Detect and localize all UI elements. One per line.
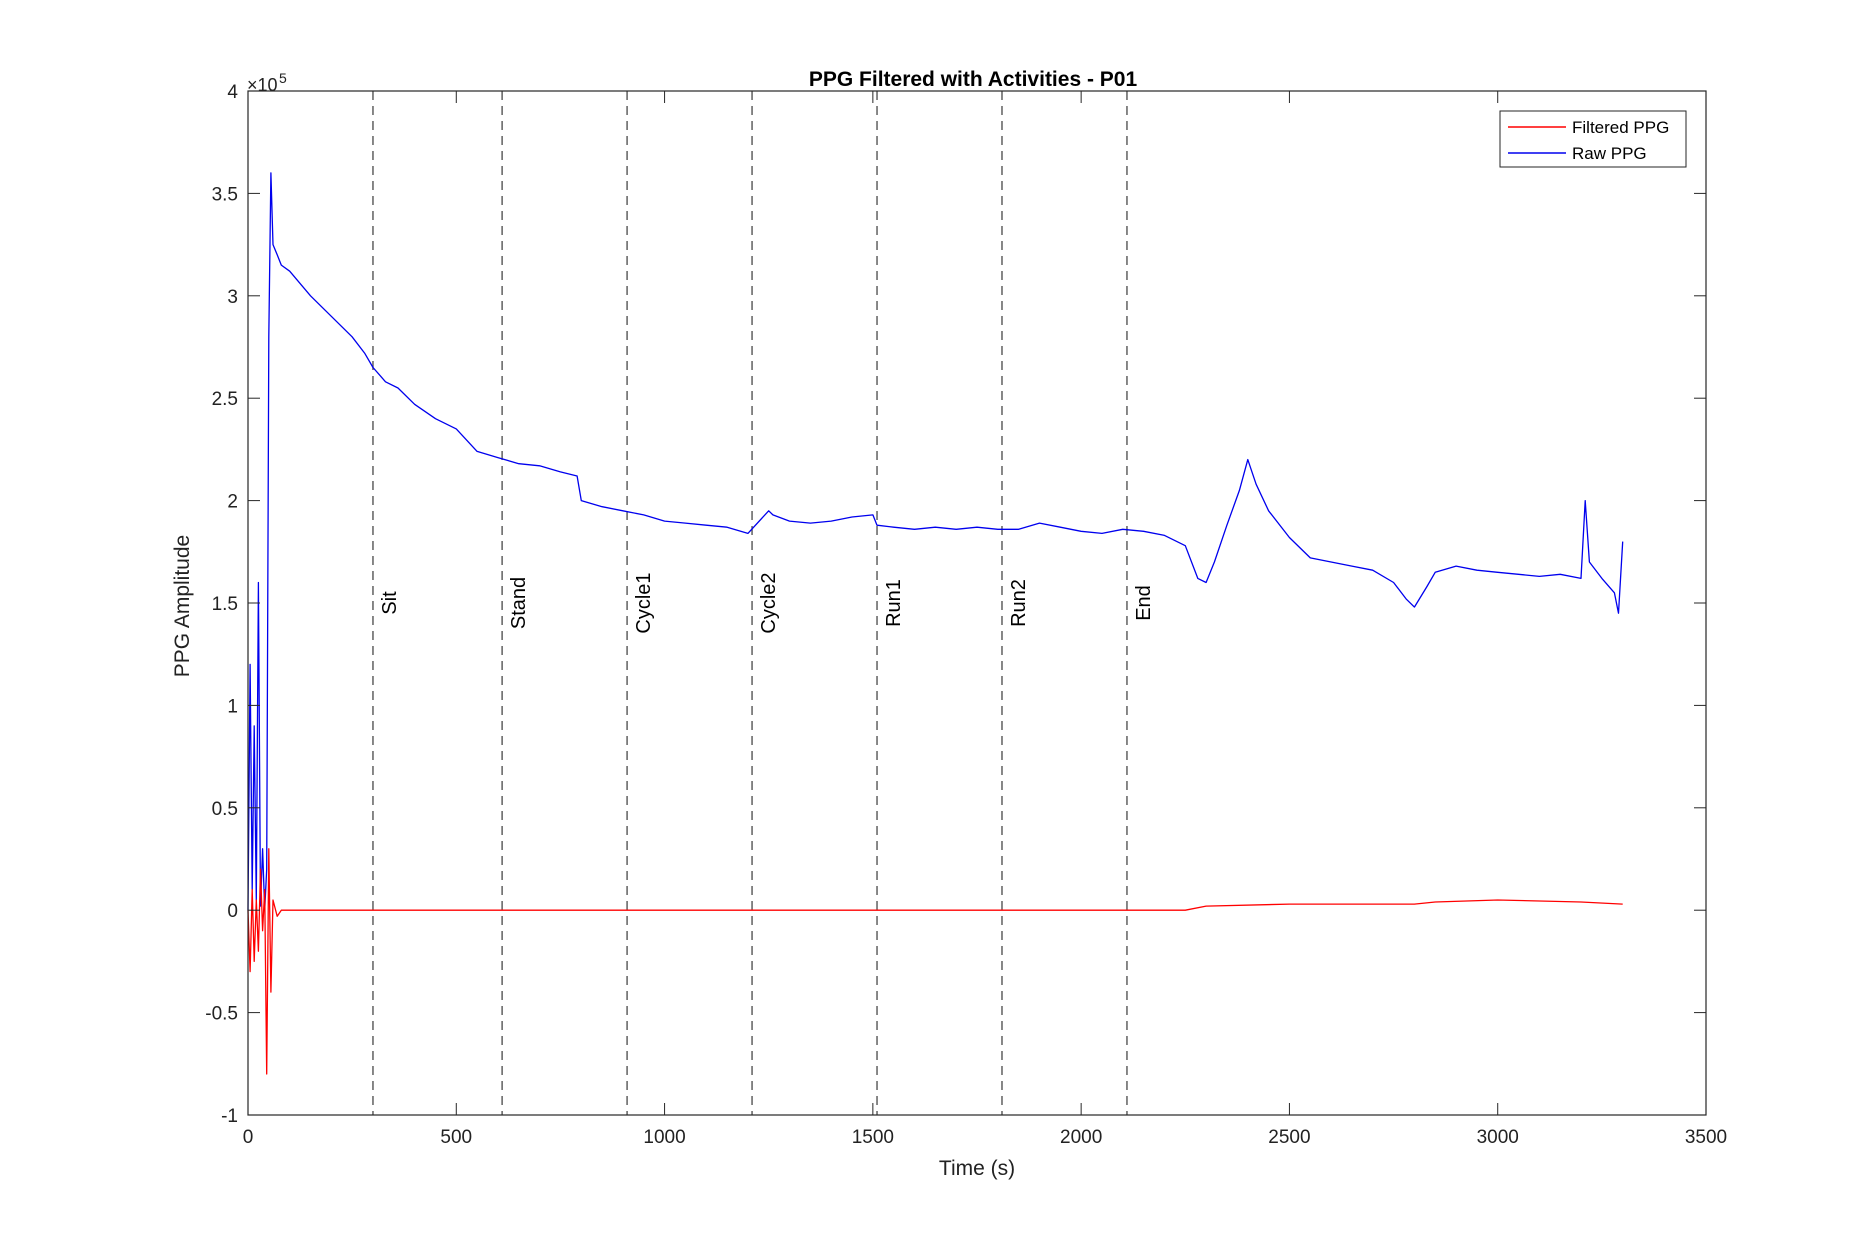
y-axis-label: PPG Amplitude	[171, 535, 194, 677]
y-tick-label: 2	[227, 492, 238, 513]
activity-markers: Sit Stand Cycle1 Cycle2 Run1 Run2 End	[372, 91, 1155, 1115]
y-tick-label: 2.5	[212, 389, 238, 410]
y-tick-label: 4	[227, 82, 238, 103]
x-tick-label: 2500	[1268, 1127, 1310, 1148]
activity-label-cycle2: Cycle2	[758, 572, 780, 633]
y-tick-label: 1	[227, 696, 238, 717]
series-line-filtered-ppg	[247, 848, 1623, 1075]
series-layer	[247, 172, 1624, 1075]
y-tick-label: 3.5	[212, 184, 238, 205]
y-tick-label: -1	[221, 1106, 238, 1127]
y-tick-label: 3	[227, 287, 238, 308]
activity-label-end: End	[1133, 585, 1155, 621]
activity-label-cycle1: Cycle1	[633, 572, 655, 633]
series-line-raw-ppg	[247, 172, 1624, 911]
x-axis: 0 500 1000 1500 2000 2500 3000 3500	[243, 91, 1727, 1148]
x-axis-label: Time (s)	[939, 1157, 1015, 1180]
chart-title: PPG Filtered with Activities - P01	[809, 68, 1138, 91]
y-tick-label: -0.5	[205, 1004, 238, 1025]
legend-label-filtered-ppg: Filtered PPG	[1572, 118, 1669, 137]
y-exponent-label: ×10 5	[247, 70, 287, 95]
activity-label-stand: Stand	[508, 577, 530, 629]
y-tick-label: 0	[227, 901, 238, 922]
x-tick-label: 1000	[643, 1127, 685, 1148]
legend-box	[1499, 110, 1687, 168]
activity-label-sit: Sit	[379, 591, 401, 615]
x-tick-label: 3500	[1685, 1127, 1727, 1148]
x-tick-label: 2000	[1060, 1127, 1102, 1148]
x-tick-label: 3000	[1477, 1127, 1519, 1148]
x-tick-label: 500	[440, 1127, 472, 1148]
activity-label-run2: Run2	[1008, 579, 1030, 627]
legend: Filtered PPG Raw PPG	[1499, 110, 1687, 168]
y-tick-label: 0.5	[212, 799, 238, 820]
x-tick-label: 0	[243, 1127, 254, 1148]
y-axis: -1 -0.5 0 0.5 1 1.5 2 2.5 3 3.5 4	[205, 82, 1706, 1127]
y-exponent-base: ×10	[247, 75, 278, 95]
x-tick-label: 1500	[852, 1127, 894, 1148]
y-exponent-power: 5	[279, 70, 287, 86]
y-tick-label: 1.5	[212, 594, 238, 615]
activity-label-run1: Run1	[883, 579, 905, 627]
legend-label-raw-ppg: Raw PPG	[1572, 144, 1647, 163]
